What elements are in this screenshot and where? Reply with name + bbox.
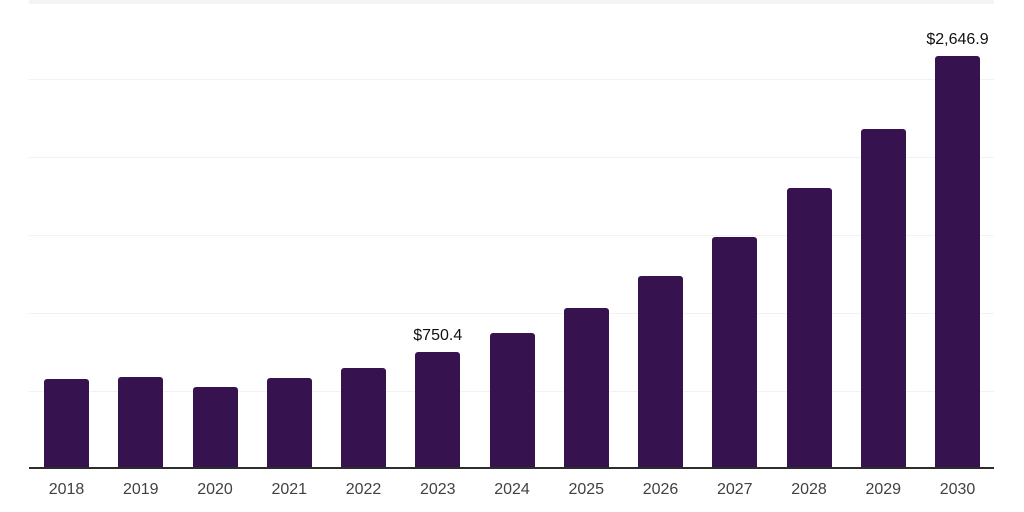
gridline (29, 157, 994, 158)
x-tick-label: 2030 (939, 481, 976, 498)
x-tick-label: 2023 (419, 481, 456, 498)
bar-slot (118, 0, 164, 469)
bar-slot (341, 0, 386, 469)
bar (638, 275, 683, 469)
x-tick-label: 2026 (642, 481, 679, 498)
x-axis-line (29, 467, 994, 469)
bar (192, 387, 238, 469)
gridline (29, 79, 994, 80)
bar-value-label: $2,646.9 (926, 31, 989, 49)
bar-slot (563, 0, 609, 469)
x-tick-label: 2020 (197, 481, 233, 498)
x-tick-label: 2028 (791, 481, 827, 498)
gridline (29, 0, 994, 4)
bar (935, 56, 980, 469)
bar-slot (786, 0, 832, 469)
bar-slot (860, 0, 906, 469)
bar-slot (489, 0, 535, 469)
x-tick-label: 2029 (865, 481, 902, 498)
bar (712, 236, 758, 469)
gridline (29, 235, 994, 236)
bar-slot (192, 0, 238, 469)
bar (860, 128, 906, 469)
bar (341, 367, 386, 469)
x-tick-label: 2021 (271, 481, 308, 498)
bar (44, 378, 89, 469)
x-tick-label: 2022 (345, 481, 382, 498)
bar (563, 307, 609, 469)
bar-slot: $2,646.9 (926, 0, 989, 469)
x-tick-label: 2018 (48, 481, 85, 498)
bar-slot (638, 0, 683, 469)
bar (415, 351, 461, 469)
x-axis-tick-labels: 2018 2019 2020 2021 2022 2023 2024 2025 2026 2027… (29, 481, 994, 499)
bar-slot (44, 0, 89, 469)
bar-slot (266, 0, 312, 469)
bars-group: $750.4 $2,646.9 (29, 0, 994, 469)
x-tick-label: 2024 (494, 481, 530, 498)
bar-slot: $750.4 (413, 0, 463, 469)
bar-slot (712, 0, 758, 469)
x-tick-label: 2019 (122, 481, 159, 498)
bar (118, 376, 164, 469)
gridline (29, 313, 994, 314)
bar (266, 377, 312, 469)
bar (786, 188, 832, 469)
bar (489, 332, 535, 469)
x-tick-label: 2025 (568, 481, 605, 498)
x-tick-label: 2027 (716, 481, 753, 498)
bar-value-label: $750.4 (413, 326, 463, 344)
